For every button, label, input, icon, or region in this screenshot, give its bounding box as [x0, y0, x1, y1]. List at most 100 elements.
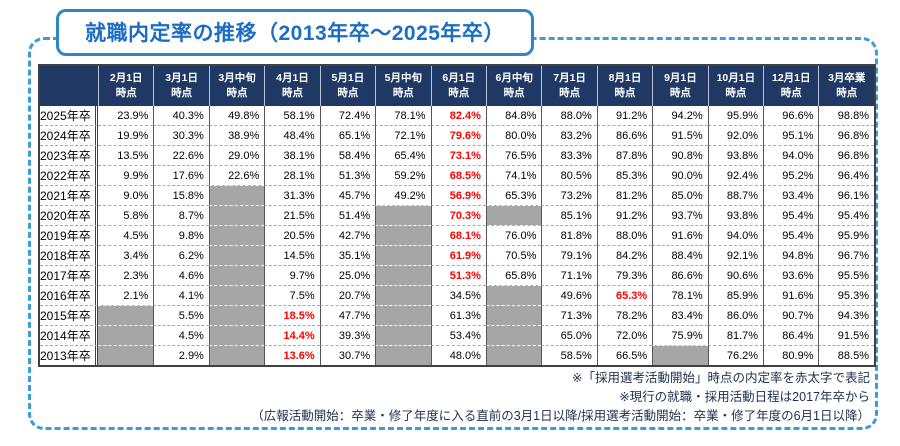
rate-cell: 2.1%	[98, 285, 154, 305]
rate-cell: 90.8%	[652, 145, 708, 165]
rate-cell: 95.2%	[763, 165, 819, 185]
rate-cell: 21.5%	[264, 205, 320, 225]
rate-cell: 91.6%	[763, 285, 819, 305]
rate-cell: 65.3%	[596, 285, 653, 305]
row-label: 2015年卒	[40, 305, 98, 325]
table-row: 2016年卒 2.1% 4.1% 7.5% 20.7% 34.5% 49.6% 65.3% 78…	[40, 285, 874, 305]
rate-cell: 95.4%	[763, 225, 819, 245]
rate-cell: 18.5%	[264, 305, 320, 325]
rate-cell: 90.6%	[707, 265, 764, 285]
column-header: 10月1日 時点	[707, 66, 764, 106]
column-header: 7月1日 時点	[541, 66, 597, 106]
rate-cell: 79.3%	[596, 265, 653, 285]
rate-cell: 8.7%	[153, 205, 209, 225]
rate-cell	[208, 285, 265, 305]
column-header: 3月1日 時点	[153, 66, 209, 106]
rate-cell: 94.2%	[652, 106, 708, 125]
corner-header	[40, 66, 98, 106]
rate-cell: 51.3%	[319, 165, 376, 185]
rate-cell: 30.3%	[153, 125, 209, 145]
rate-cell: 90.7%	[763, 305, 819, 325]
rate-cell: 68.5%	[430, 165, 486, 185]
rate-cell	[208, 205, 265, 225]
row-label: 2016年卒	[40, 285, 98, 305]
rate-cell: 98.8%	[818, 106, 874, 125]
rate-cell: 20.7%	[319, 285, 376, 305]
rate-cell: 17.6%	[153, 165, 209, 185]
rate-cell: 48.4%	[264, 125, 320, 145]
rate-cell: 61.9%	[430, 245, 486, 265]
rate-cell: 88.7%	[707, 185, 764, 205]
rate-cell: 72.4%	[319, 106, 376, 125]
table-head-row: 2月1日 時点 3月1日 時点 3月中旬 時点 4月1日 時点 5月1日 時点 5月中旬 時点 6月1日…	[40, 66, 874, 106]
rate-cell	[375, 225, 431, 245]
rate-cell: 29.0%	[208, 145, 265, 165]
rate-cell: 9.9%	[98, 165, 154, 185]
rate-cell: 88.4%	[652, 245, 708, 265]
table-row: 2013年卒 2.9% 13.6% 30.7% 48.0% 58.5% 66.5% 76.2%…	[40, 345, 874, 365]
rate-cell	[375, 285, 431, 305]
table-row: 2015年卒 5.5% 18.5% 47.7% 61.3% 71.3% 78.2% 83.4%…	[40, 305, 874, 325]
rate-cell: 65.1%	[319, 125, 376, 145]
rate-cell	[208, 245, 265, 265]
table-row: 2022年卒 9.9% 17.6% 22.6% 28.1% 51.3% 59.2% 68.5%…	[40, 165, 874, 185]
rate-cell	[375, 305, 431, 325]
rate-cell: 9.0%	[98, 185, 154, 205]
rate-cell	[485, 325, 542, 345]
table-row: 2023年卒 13.5% 22.6% 29.0% 38.1% 58.4% 65.4% 73.1…	[40, 145, 874, 165]
rate-cell	[98, 305, 154, 325]
rate-cell: 48.0%	[430, 345, 486, 365]
notes: ※「採用選考活動開始」時点の内定率を赤太字で表記 ※現行の就職・採用活動日程は2…	[110, 369, 870, 426]
rate-cell: 7.5%	[264, 285, 320, 305]
rate-cell: 47.7%	[319, 305, 376, 325]
rate-cell: 58.4%	[319, 145, 376, 165]
rate-cell: 76.2%	[707, 345, 764, 365]
rate-cell	[208, 325, 265, 345]
rate-cell: 22.6%	[208, 165, 265, 185]
rate-cell: 75.9%	[652, 325, 708, 345]
column-header: 5月1日 時点	[319, 66, 376, 106]
note-line: ※「採用選考活動開始」時点の内定率を赤太字で表記	[572, 371, 870, 385]
rate-cell: 92.1%	[707, 245, 764, 265]
rate-cell: 73.1%	[430, 145, 486, 165]
rate-cell: 4.5%	[98, 225, 154, 245]
rate-cell	[485, 345, 542, 365]
rate-cell: 42.7%	[319, 225, 376, 245]
rate-cell: 86.6%	[652, 265, 708, 285]
table-row: 2021年卒 9.0% 15.8% 31.3% 45.7% 49.2% 56.9% 65.3%…	[40, 185, 874, 205]
rate-cell: 74.1%	[485, 165, 542, 185]
rate-cell: 80.5%	[541, 165, 597, 185]
rate-cell: 82.4%	[430, 106, 486, 125]
rate-cell	[98, 345, 154, 365]
table-row: 2024年卒 19.9% 30.3% 38.9% 48.4% 65.1% 72.1% 79.6…	[40, 125, 874, 145]
rate-cell	[652, 345, 708, 365]
row-label: 2025年卒	[40, 106, 98, 125]
rate-cell: 49.6%	[541, 285, 597, 305]
rate-cell	[208, 345, 265, 365]
row-label: 2014年卒	[40, 325, 98, 345]
rate-cell: 88.5%	[818, 345, 874, 365]
rate-cell: 96.7%	[818, 245, 874, 265]
column-header: 2月1日 時点	[98, 66, 154, 106]
rate-cell: 15.8%	[153, 185, 209, 205]
row-label: 2023年卒	[40, 145, 98, 165]
column-header: 6月1日 時点	[430, 66, 486, 106]
rate-cell: 81.2%	[596, 185, 653, 205]
rate-cell: 91.5%	[652, 125, 708, 145]
table-row: 2025年卒 23.9% 40.3% 49.8% 58.1% 72.4% 78.1% 82.4…	[40, 106, 874, 125]
rate-cell: 72.1%	[375, 125, 431, 145]
rate-cell: 93.6%	[763, 265, 819, 285]
rate-cell: 71.3%	[541, 305, 597, 325]
rate-cell	[375, 325, 431, 345]
rate-cell: 85.3%	[596, 165, 653, 185]
rate-cell: 51.3%	[430, 265, 486, 285]
rate-cell: 59.2%	[375, 165, 431, 185]
rate-cell	[375, 345, 431, 365]
rate-cell: 94.8%	[763, 245, 819, 265]
rate-cell: 91.2%	[596, 106, 653, 125]
column-header: 3月中旬 時点	[208, 66, 265, 106]
rate-cell: 6.2%	[153, 245, 209, 265]
rate-cell: 83.2%	[541, 125, 597, 145]
rate-cell: 83.4%	[652, 305, 708, 325]
rate-cell	[375, 265, 431, 285]
